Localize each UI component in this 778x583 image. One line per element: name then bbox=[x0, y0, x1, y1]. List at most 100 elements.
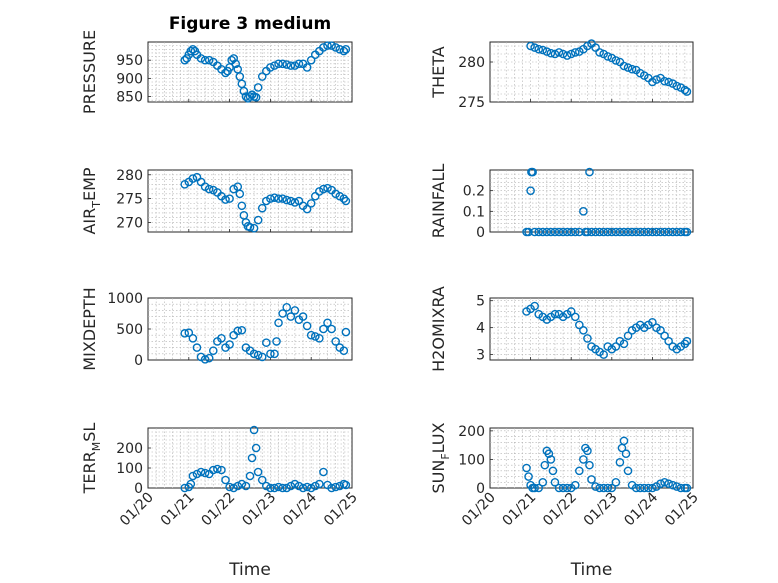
data-point bbox=[530, 301, 539, 311]
data-point bbox=[619, 339, 629, 349]
data-point bbox=[217, 333, 226, 343]
data-point bbox=[282, 195, 292, 205]
data-point bbox=[534, 483, 544, 493]
y-tick-label: 900 bbox=[116, 71, 143, 87]
data-point bbox=[302, 321, 312, 331]
plot-area bbox=[489, 41, 694, 103]
data-point bbox=[522, 463, 531, 473]
x-tick-label: 01/25 bbox=[321, 490, 361, 530]
data-point bbox=[631, 227, 641, 237]
x-tick-label: 01/25 bbox=[662, 490, 702, 530]
data-point bbox=[558, 227, 568, 237]
data-point bbox=[656, 479, 665, 489]
data-point bbox=[579, 455, 588, 464]
data-point bbox=[660, 76, 669, 86]
y-tick-label: 200 bbox=[116, 441, 143, 457]
data-point bbox=[530, 43, 539, 52]
data-point bbox=[644, 483, 653, 493]
data-point bbox=[335, 44, 345, 54]
data-point bbox=[306, 330, 316, 340]
data-point bbox=[331, 43, 340, 52]
data-point bbox=[245, 222, 255, 232]
data-point bbox=[217, 465, 226, 475]
data-point bbox=[302, 63, 312, 72]
data-point bbox=[237, 325, 247, 335]
data-point bbox=[660, 331, 669, 341]
data-point bbox=[341, 327, 351, 337]
y-axis-label: MIXDEPTH bbox=[80, 287, 99, 370]
data-point bbox=[253, 83, 263, 92]
data-point bbox=[310, 481, 320, 491]
data-point bbox=[266, 194, 275, 203]
data-point bbox=[290, 198, 300, 207]
data-point bbox=[611, 342, 621, 351]
data-point bbox=[534, 44, 544, 54]
data-point bbox=[262, 481, 271, 491]
data-point bbox=[331, 482, 340, 492]
data-point bbox=[548, 466, 558, 476]
data-point bbox=[225, 340, 234, 349]
data-point bbox=[550, 477, 560, 487]
data-point bbox=[233, 326, 243, 336]
data-point bbox=[262, 338, 271, 347]
data-point bbox=[607, 483, 617, 493]
plot-area bbox=[147, 169, 353, 233]
data-point bbox=[319, 324, 328, 334]
data-point bbox=[585, 460, 594, 470]
data-point bbox=[528, 167, 537, 177]
data-point bbox=[249, 223, 259, 233]
data-point bbox=[599, 227, 608, 237]
data-point bbox=[192, 469, 202, 479]
data-point bbox=[253, 215, 263, 225]
x-tick-label: 01/21 bbox=[158, 490, 198, 530]
data-point bbox=[524, 472, 533, 481]
data-point bbox=[558, 483, 568, 493]
data-point bbox=[278, 309, 287, 318]
plot-area bbox=[489, 427, 694, 489]
data-point bbox=[652, 75, 661, 84]
data-point bbox=[579, 326, 588, 335]
data-point bbox=[550, 309, 560, 319]
data-point bbox=[294, 59, 304, 69]
subplot-grid: 850 900 950 PRESSURE 275 280 THETA 270 275 280 AIR… bbox=[80, 30, 702, 580]
data-point bbox=[290, 61, 300, 70]
data-point bbox=[656, 227, 665, 237]
data-point bbox=[603, 483, 613, 493]
data-point bbox=[660, 227, 669, 237]
data-point bbox=[570, 227, 580, 237]
data-point bbox=[672, 227, 682, 237]
data-point bbox=[341, 44, 351, 54]
data-point bbox=[247, 453, 257, 463]
data-point bbox=[583, 446, 592, 456]
data-point bbox=[225, 194, 234, 203]
data-point bbox=[302, 482, 312, 492]
data-point bbox=[225, 482, 234, 492]
data-point bbox=[682, 227, 692, 237]
data-point bbox=[550, 49, 560, 59]
data-point bbox=[631, 483, 641, 493]
y-tick-label: 950 bbox=[116, 53, 143, 69]
subplot-mixdepth: 0 500 1000 MIXDEPTH bbox=[80, 287, 353, 371]
data-point bbox=[188, 44, 198, 54]
x-tick-label: 01/22 bbox=[199, 490, 239, 530]
data-point bbox=[192, 343, 202, 352]
data-point bbox=[208, 465, 218, 475]
data-point bbox=[249, 425, 259, 435]
data-point bbox=[231, 59, 241, 69]
data-point bbox=[180, 329, 190, 338]
data-point bbox=[327, 483, 336, 493]
data-point bbox=[664, 336, 673, 346]
data-point bbox=[180, 55, 190, 65]
data-point bbox=[278, 59, 287, 69]
data-point bbox=[554, 48, 564, 57]
data-point bbox=[546, 227, 556, 237]
data-point bbox=[266, 349, 275, 359]
y-tick-label: 1000 bbox=[107, 291, 143, 307]
data-point bbox=[587, 227, 596, 237]
x-tick-label: 01/21 bbox=[500, 490, 540, 530]
data-point bbox=[540, 460, 550, 470]
data-point bbox=[282, 483, 292, 493]
data-point bbox=[611, 477, 621, 487]
data-point bbox=[554, 227, 564, 237]
